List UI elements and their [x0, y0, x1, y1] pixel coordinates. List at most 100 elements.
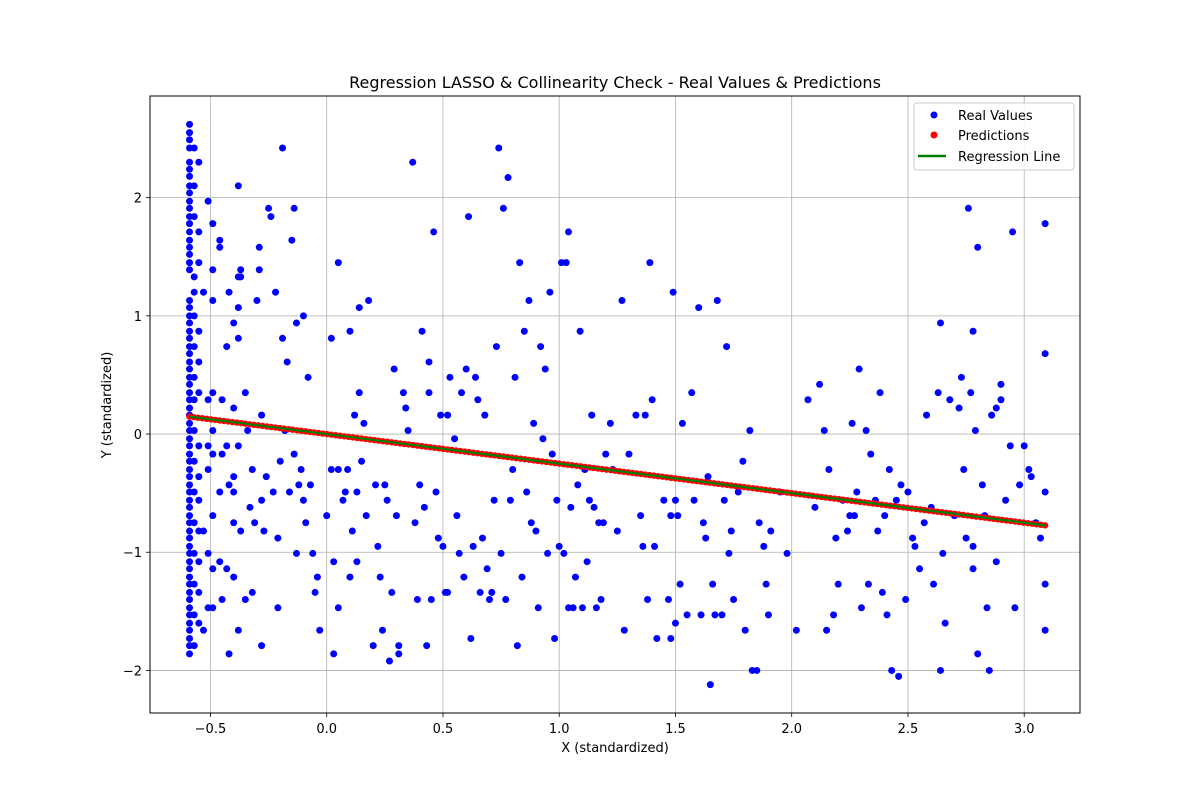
real-value-point [248, 466, 256, 474]
real-value-point [186, 334, 194, 342]
real-value-point [516, 259, 524, 267]
real-value-point [878, 588, 886, 596]
real-value-point [372, 481, 380, 489]
real-value-point [316, 626, 324, 634]
real-value-point [534, 604, 542, 612]
real-value-point [186, 558, 194, 566]
real-value-point [481, 411, 489, 419]
real-value-point [764, 611, 772, 619]
real-value-point [388, 588, 396, 596]
real-value-point [920, 519, 928, 527]
real-value-point [362, 512, 370, 520]
real-value-point [299, 496, 307, 504]
real-value-point [683, 611, 691, 619]
real-value-point [488, 588, 496, 596]
real-value-point [292, 319, 300, 327]
real-value-point [237, 527, 245, 535]
real-value-point [186, 365, 194, 373]
real-value-point [369, 642, 377, 650]
real-value-point [230, 488, 238, 496]
real-value-point [1041, 580, 1049, 588]
real-value-point [186, 220, 194, 228]
real-value-point [186, 450, 194, 458]
real-value-point [734, 488, 742, 496]
real-value-point [341, 488, 349, 496]
real-value-point [186, 350, 194, 358]
real-value-point [876, 389, 884, 397]
real-value-point [209, 266, 217, 274]
real-value-point [511, 373, 519, 381]
real-value-point [571, 573, 579, 581]
real-value-point [223, 442, 231, 450]
real-value-point [585, 496, 593, 504]
real-value-point [664, 596, 672, 604]
real-value-point [753, 666, 761, 674]
real-value-point [439, 542, 447, 550]
real-value-point [739, 457, 747, 465]
real-value-point [850, 512, 858, 520]
real-value-point [234, 334, 242, 342]
real-value-point [648, 396, 656, 404]
real-value-point [272, 288, 280, 296]
real-value-point [1036, 534, 1044, 542]
real-value-point [578, 604, 586, 612]
real-value-point [702, 534, 710, 542]
real-value-point [576, 327, 584, 335]
real-value-point [209, 427, 217, 435]
real-value-point [881, 512, 889, 520]
real-value-point [964, 204, 972, 212]
real-value-point [602, 450, 610, 458]
real-value-point [969, 327, 977, 335]
real-value-point [195, 358, 203, 366]
real-value-point [276, 457, 284, 465]
real-value-point [599, 519, 607, 527]
real-value-point [288, 236, 296, 244]
real-value-point [186, 197, 194, 205]
real-value-point [971, 427, 979, 435]
real-value-point [195, 619, 203, 627]
real-value-point [974, 243, 982, 251]
real-value-point [234, 182, 242, 190]
real-value-point [190, 642, 198, 650]
real-value-point [190, 580, 198, 588]
real-value-point [565, 228, 572, 236]
real-value-point [248, 588, 256, 596]
real-value-point [186, 419, 194, 427]
real-value-point [895, 672, 903, 680]
real-value-point [425, 358, 433, 366]
real-value-point [527, 519, 535, 527]
y-tick-label: 1 [134, 310, 142, 325]
real-value-point [209, 604, 217, 612]
real-value-point [327, 334, 335, 342]
real-value-point [746, 427, 754, 435]
real-value-point [820, 427, 828, 435]
real-value-point [274, 534, 282, 542]
real-value-point [241, 596, 249, 604]
real-value-point [186, 319, 194, 327]
real-value-point [583, 558, 591, 566]
real-value-point [190, 457, 198, 465]
real-value-point [539, 435, 547, 443]
real-value-point [911, 542, 919, 550]
real-value-point [823, 626, 831, 634]
real-value-point [451, 435, 459, 443]
real-value-point [992, 558, 1000, 566]
real-value-point [265, 204, 273, 212]
real-value-point [688, 389, 696, 397]
real-value-point [230, 473, 238, 481]
real-value-point [606, 419, 614, 427]
real-value-point [653, 635, 661, 643]
real-value-point [209, 220, 217, 228]
real-value-point [381, 481, 389, 489]
real-value-point [588, 411, 596, 419]
real-value-point [234, 442, 242, 450]
real-value-point [562, 259, 570, 267]
real-value-point [409, 158, 417, 166]
real-value-point [209, 389, 217, 397]
real-value-point [727, 527, 735, 535]
x-tick-label: −0.5 [195, 722, 227, 737]
axis-ticks: −0.5 0.0 0.5 1.0 1.5 2.0 2.5 3.0 −2 −1 0 1 2 [123, 192, 1035, 737]
real-value-point [844, 527, 851, 535]
real-value-point [209, 512, 217, 520]
real-value-point [190, 611, 198, 619]
